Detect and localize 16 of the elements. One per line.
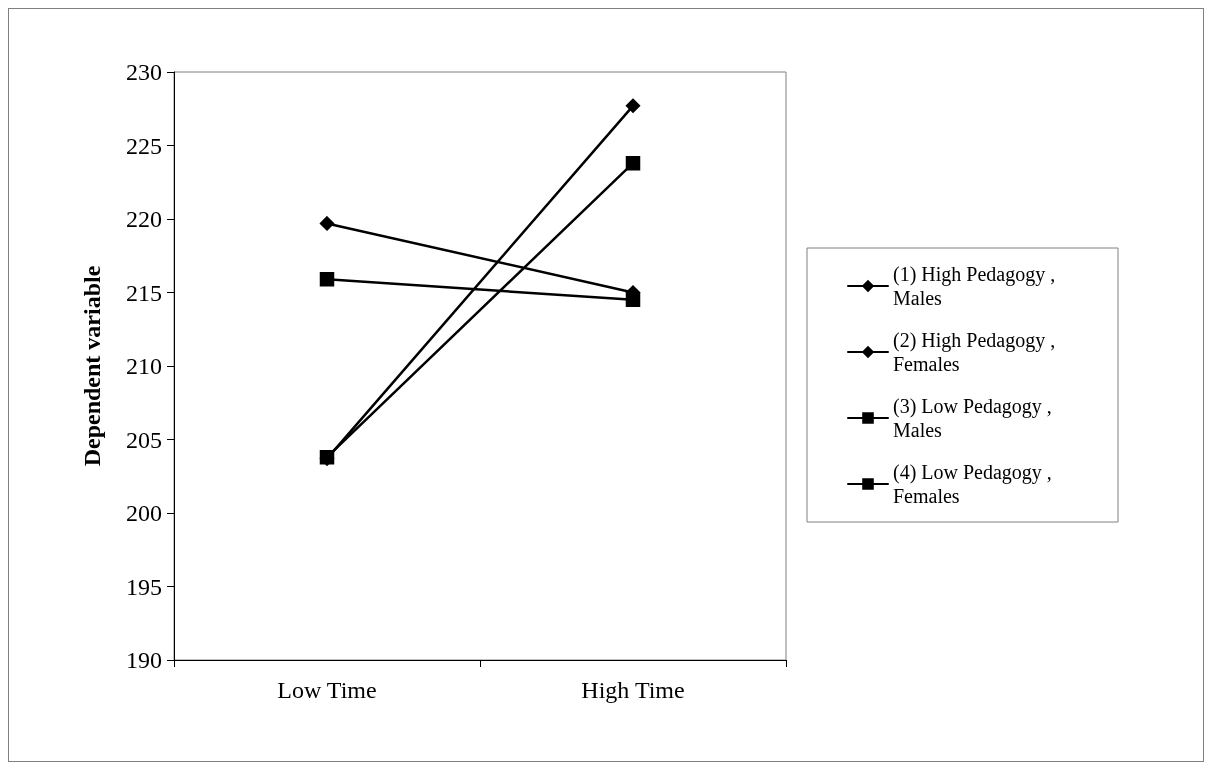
y-tick-label: 210: [126, 353, 162, 379]
legend-label: (1) High Pedagogy , Males: [893, 263, 1061, 309]
y-tick-label: 220: [126, 206, 162, 232]
y-tick-label: 195: [126, 573, 162, 600]
legend-label: (4) Low Pedagogy , Females: [893, 461, 1057, 507]
y-tick-label: 215: [126, 279, 162, 306]
y-tick-label: 225: [126, 132, 162, 159]
y-tick-label: 230: [126, 59, 162, 85]
x-tick-label: Low Time: [277, 677, 377, 703]
legend-label: (3) Low Pedagogy , Males: [893, 395, 1057, 441]
x-tick-label: High Time: [581, 677, 685, 703]
y-tick-label: 205: [126, 426, 162, 453]
legend-label: (2) High Pedagogy , Females: [893, 329, 1061, 375]
y-tick-label: 200: [126, 500, 162, 526]
y-tick-label: 190: [126, 647, 162, 673]
y-axis-title: Dependent variable: [79, 265, 105, 467]
